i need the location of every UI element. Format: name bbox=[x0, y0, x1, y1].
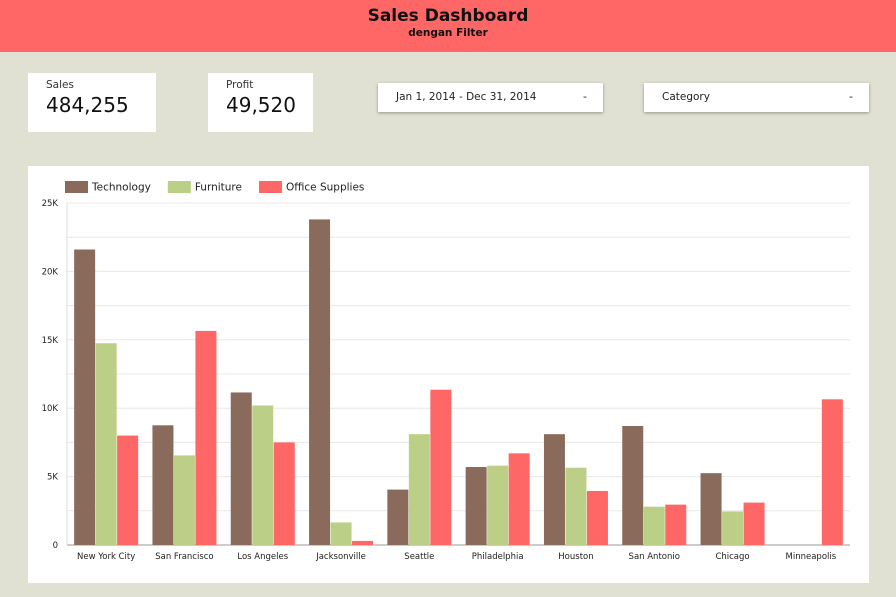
legend-swatch-furniture bbox=[167, 181, 191, 193]
legend-swatch-office-supplies bbox=[258, 181, 282, 193]
legend-label-furniture: Furniture bbox=[195, 182, 242, 194]
dashboard-subtitle: dengan Filter bbox=[408, 27, 488, 39]
legend-label-office-supplies: Office Supplies bbox=[286, 182, 364, 194]
bar-chart-svg: 0 5K 10K 15K 20K 25K New York City San Francisc… bbox=[42, 181, 850, 562]
date-range-filter[interactable]: Jan 1, 2014 - Dec 31, 2014 - bbox=[378, 83, 603, 112]
sales-by-city-chart: 0 5K 10K 15K 20K 25K New York City San Francisc… bbox=[28, 166, 869, 583]
bar-office-supplies-los-angeles bbox=[273, 442, 295, 545]
bar-technology-los-angeles bbox=[230, 392, 252, 545]
bar-technology-new-york-city bbox=[74, 249, 96, 545]
bar-office-supplies-chicago bbox=[743, 502, 765, 545]
legend-label-technology: Technology bbox=[91, 182, 151, 194]
profit-scorecard: Profit 49,520 bbox=[208, 73, 313, 132]
y-tick-label: 0 bbox=[53, 541, 58, 551]
bar-furniture-new-york-city bbox=[95, 343, 117, 545]
x-tick-label: New York City bbox=[77, 552, 135, 562]
bar-office-supplies-san-francisco bbox=[195, 330, 217, 545]
x-tick-label: Jacksonville bbox=[315, 552, 366, 562]
bar-office-supplies-philadelphia bbox=[508, 453, 530, 545]
y-tick-label: 5K bbox=[47, 473, 58, 483]
sales-value: 484,255 bbox=[46, 93, 129, 117]
category-value: Category bbox=[662, 91, 710, 103]
x-tick-label: Chicago bbox=[715, 552, 749, 562]
bar-office-supplies-minneapolis bbox=[821, 399, 843, 545]
bar-technology-seattle bbox=[387, 489, 409, 545]
category-filter[interactable]: Category - bbox=[644, 83, 869, 112]
bar-office-supplies-jacksonville bbox=[352, 540, 374, 545]
y-tick-label: 15K bbox=[42, 336, 59, 346]
y-tick-label: 20K bbox=[42, 267, 59, 277]
bar-office-supplies-new-york-city bbox=[117, 435, 139, 545]
x-tick-label: San Antonio bbox=[629, 552, 680, 562]
profit-label: Profit bbox=[226, 79, 254, 91]
bar-furniture-philadelphia bbox=[487, 465, 509, 545]
bar-technology-chicago bbox=[700, 473, 722, 545]
x-tick-label: Seattle bbox=[404, 552, 434, 562]
bar-technology-philadelphia bbox=[465, 467, 487, 545]
bar-technology-houston bbox=[543, 434, 565, 545]
x-tick-label: San Francisco bbox=[155, 552, 213, 562]
bar-technology-san-antonio bbox=[622, 425, 644, 545]
bar-furniture-san-francisco bbox=[173, 455, 195, 545]
bar-furniture-chicago bbox=[722, 511, 744, 545]
date-range-value: Jan 1, 2014 - Dec 31, 2014 bbox=[396, 91, 537, 103]
x-tick-label: Houston bbox=[558, 552, 593, 562]
x-tick-label: Philadelphia bbox=[472, 552, 524, 562]
x-tick-label: Minneapolis bbox=[786, 552, 837, 562]
date-range-dropdown-icon[interactable]: - bbox=[583, 90, 587, 103]
bar-furniture-san-antonio bbox=[643, 506, 665, 545]
bar-office-supplies-seattle bbox=[430, 389, 452, 545]
sales-label: Sales bbox=[46, 79, 74, 91]
bar-furniture-houston bbox=[565, 467, 587, 545]
dashboard-title: Sales Dashboard bbox=[367, 6, 529, 26]
x-tick-label: Los Angeles bbox=[237, 552, 288, 562]
category-dropdown-icon[interactable]: - bbox=[849, 90, 853, 103]
bar-furniture-seattle bbox=[408, 434, 430, 545]
profit-value: 49,520 bbox=[226, 93, 296, 117]
bar-furniture-jacksonville bbox=[330, 522, 352, 545]
bar-technology-jacksonville bbox=[309, 219, 331, 545]
bar-technology-san-francisco bbox=[152, 425, 174, 545]
y-tick-label: 10K bbox=[42, 404, 59, 414]
sales-scorecard: Sales 484,255 bbox=[28, 73, 156, 132]
bar-office-supplies-san-antonio bbox=[665, 504, 687, 545]
bar-furniture-los-angeles bbox=[252, 405, 274, 545]
dashboard-header: Sales Dashboard dengan Filter bbox=[0, 0, 896, 52]
y-tick-label: 25K bbox=[42, 199, 59, 209]
legend-swatch-technology bbox=[65, 181, 88, 193]
bar-office-supplies-houston bbox=[586, 490, 608, 545]
